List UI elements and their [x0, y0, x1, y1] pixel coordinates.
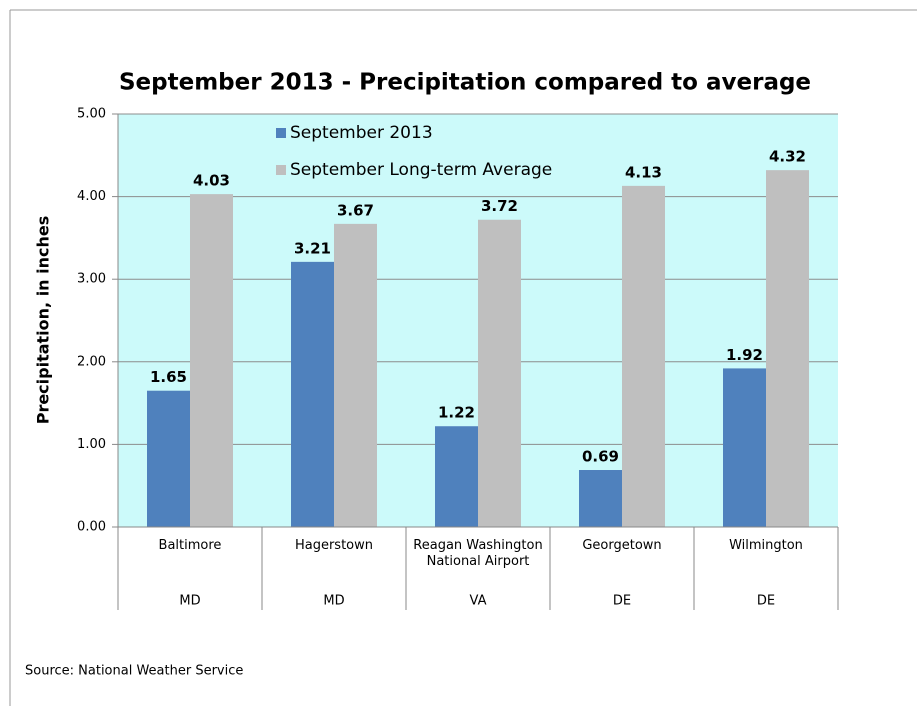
- bar: [334, 223, 377, 527]
- value-label: 4.13: [625, 163, 662, 181]
- y-tick-label: 0.00: [77, 520, 106, 535]
- bar: [435, 426, 478, 527]
- value-label: 3.21: [294, 239, 331, 257]
- x-tick-label: Baltimore: [158, 538, 222, 553]
- bar: [579, 470, 622, 527]
- y-axis-label: Precipitation, in inches: [34, 216, 53, 425]
- value-label: 1.65: [150, 368, 187, 386]
- bar: [291, 261, 334, 527]
- bar: [478, 219, 521, 527]
- value-label: 3.67: [337, 201, 374, 219]
- y-tick-label: 1.00: [77, 437, 106, 452]
- x-label-box: Hagerstown: [294, 538, 374, 553]
- bar: [147, 390, 190, 527]
- legend-swatch: [276, 128, 286, 138]
- value-label: 0.69: [582, 448, 619, 466]
- bar: [190, 194, 233, 527]
- value-label: 1.22: [438, 404, 475, 422]
- bar: [723, 368, 766, 527]
- legend-label: September Long-term Average: [290, 160, 552, 180]
- x-group-label: MD: [179, 594, 200, 609]
- bar: [766, 170, 809, 527]
- x-group-label: MD: [323, 594, 344, 609]
- source: Source: National Weather Service: [25, 664, 243, 679]
- x-tick-label: Wilmington: [729, 538, 803, 553]
- x-tick-label: Reagan Washington National Airport: [413, 538, 543, 569]
- legend-label: September 2013: [290, 123, 433, 143]
- chart-title: September 2013 - Precipitation compared …: [119, 70, 811, 96]
- y-tick-label: 4.00: [77, 189, 106, 204]
- y-tick-label: 2.00: [77, 354, 106, 369]
- y-tick-label: 3.00: [77, 272, 106, 287]
- value-label: 1.92: [726, 346, 763, 364]
- x-label-box: Reagan Washington National Airport: [413, 538, 543, 569]
- y-tick-label: 5.00: [77, 107, 106, 122]
- value-label: 4.03: [193, 172, 230, 190]
- x-tick-label: Georgetown: [582, 538, 662, 553]
- value-label: 3.72: [481, 197, 518, 215]
- legend-swatch: [276, 165, 286, 175]
- x-label-box: Georgetown: [582, 538, 662, 553]
- x-tick-label: Hagerstown: [294, 538, 374, 553]
- bar: [622, 185, 665, 527]
- x-label-box: Baltimore: [158, 538, 222, 553]
- value-label: 4.32: [769, 148, 806, 166]
- x-group-label: DE: [613, 594, 631, 609]
- x-group-label: DE: [757, 594, 775, 609]
- x-group-label: VA: [470, 594, 487, 609]
- x-label-box: Wilmington: [729, 538, 803, 553]
